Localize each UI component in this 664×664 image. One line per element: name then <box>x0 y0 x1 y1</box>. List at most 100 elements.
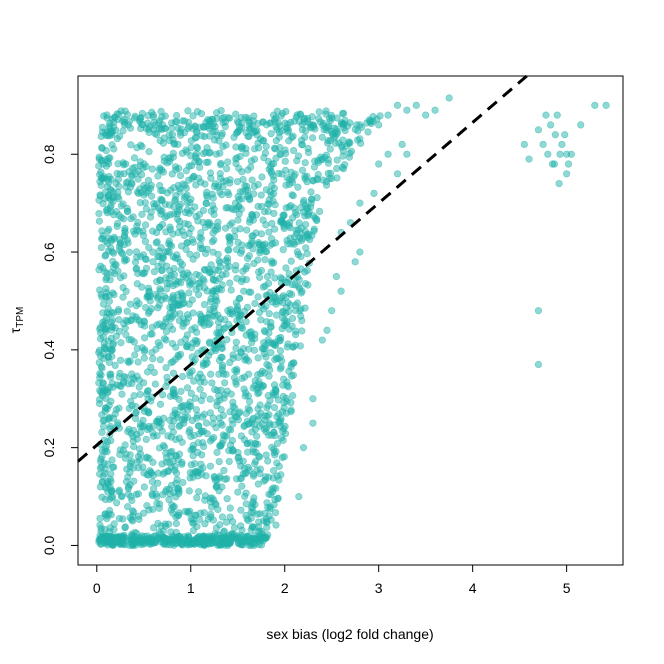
data-point <box>194 373 202 382</box>
data-point <box>160 414 168 422</box>
data-point <box>115 195 123 203</box>
data-point <box>108 487 116 495</box>
data-point <box>109 197 117 205</box>
data-point <box>297 305 305 313</box>
data-point <box>253 432 261 440</box>
data-point <box>105 225 113 233</box>
data-point <box>205 320 213 329</box>
data-point <box>192 511 200 519</box>
data-point <box>146 213 155 221</box>
data-point <box>291 281 299 289</box>
data-point <box>224 158 232 166</box>
data-point <box>259 118 267 126</box>
data-point <box>577 121 585 129</box>
data-point <box>187 280 196 288</box>
data-point <box>211 180 219 188</box>
data-point <box>328 114 336 122</box>
data-point <box>251 334 259 343</box>
data-point <box>244 357 253 365</box>
data-point <box>98 534 106 542</box>
data-point <box>177 535 186 544</box>
data-point <box>123 307 131 315</box>
data-point <box>162 248 170 256</box>
data-point <box>134 490 142 498</box>
data-point <box>271 509 280 517</box>
data-point <box>119 446 127 454</box>
data-point <box>204 158 212 166</box>
data-point <box>192 285 200 294</box>
data-point <box>149 227 157 235</box>
data-point <box>267 235 276 243</box>
data-point <box>244 166 252 174</box>
data-point <box>127 457 136 465</box>
data-point <box>189 255 197 263</box>
data-point <box>309 395 317 403</box>
data-point <box>206 395 214 403</box>
data-point <box>261 345 269 353</box>
data-point <box>314 170 322 179</box>
data-point <box>116 538 124 547</box>
data-point <box>201 492 209 500</box>
data-point <box>199 122 207 131</box>
data-point <box>124 207 132 215</box>
data-point <box>200 265 208 274</box>
data-point <box>216 170 224 178</box>
data-point <box>163 541 172 549</box>
data-point <box>328 307 336 315</box>
data-point <box>209 201 217 209</box>
data-point <box>197 235 206 243</box>
data-point <box>343 122 352 130</box>
data-point <box>164 432 172 440</box>
data-point <box>153 499 161 508</box>
data-point <box>158 296 166 304</box>
data-point <box>445 94 453 102</box>
data-point <box>273 439 282 448</box>
data-point <box>195 488 203 496</box>
data-point <box>179 273 187 281</box>
data-point <box>202 419 211 427</box>
data-point <box>106 154 114 162</box>
data-point <box>232 129 240 137</box>
data-point <box>132 409 140 417</box>
data-point <box>101 188 110 196</box>
data-point <box>166 416 174 424</box>
data-point <box>251 299 259 308</box>
data-point <box>99 333 107 341</box>
data-point <box>223 165 231 173</box>
data-point <box>102 162 110 170</box>
data-point <box>199 464 207 472</box>
data-point <box>534 126 543 134</box>
data-point <box>412 101 420 109</box>
data-point <box>169 369 178 377</box>
data-point <box>207 370 215 378</box>
data-point <box>258 202 266 211</box>
data-point <box>143 453 151 461</box>
data-point <box>290 238 298 247</box>
data-point <box>105 291 113 299</box>
data-point <box>250 259 258 268</box>
data-point <box>98 428 106 436</box>
data-point <box>121 324 129 332</box>
data-point <box>242 318 250 326</box>
x-tick-label: 1 <box>187 580 195 596</box>
data-point <box>280 321 288 330</box>
data-point <box>178 460 186 468</box>
data-point <box>281 157 289 165</box>
data-point <box>262 353 270 361</box>
data-point <box>602 101 610 109</box>
data-point <box>170 535 178 543</box>
data-point <box>133 222 141 230</box>
data-point <box>142 189 150 197</box>
data-point <box>288 178 297 186</box>
data-point <box>111 113 119 121</box>
data-point <box>108 316 116 324</box>
data-point <box>257 230 266 238</box>
data-point <box>118 390 126 398</box>
data-point <box>431 106 439 114</box>
data-point <box>215 257 223 265</box>
data-point <box>161 112 169 120</box>
data-point <box>112 126 120 134</box>
data-point <box>384 150 392 158</box>
data-point <box>544 150 552 158</box>
data-point <box>95 209 103 218</box>
